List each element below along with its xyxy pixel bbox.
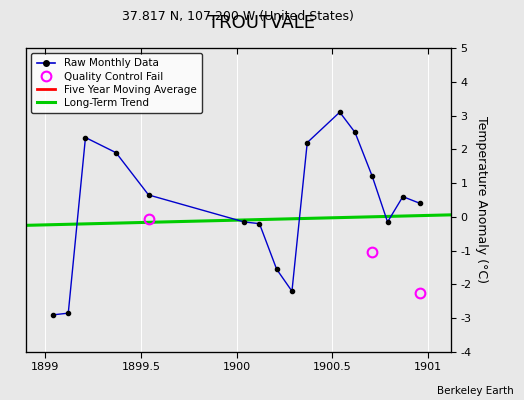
Y-axis label: Temperature Anomaly (°C): Temperature Anomaly (°C) bbox=[475, 116, 488, 284]
Text: Berkeley Earth: Berkeley Earth bbox=[437, 386, 514, 396]
Title: 37.817 N, 107.200 W (United States): 37.817 N, 107.200 W (United States) bbox=[123, 10, 354, 23]
Text: TROUTVALE: TROUTVALE bbox=[209, 14, 315, 32]
Legend: Raw Monthly Data, Quality Control Fail, Five Year Moving Average, Long-Term Tren: Raw Monthly Data, Quality Control Fail, … bbox=[31, 53, 202, 113]
